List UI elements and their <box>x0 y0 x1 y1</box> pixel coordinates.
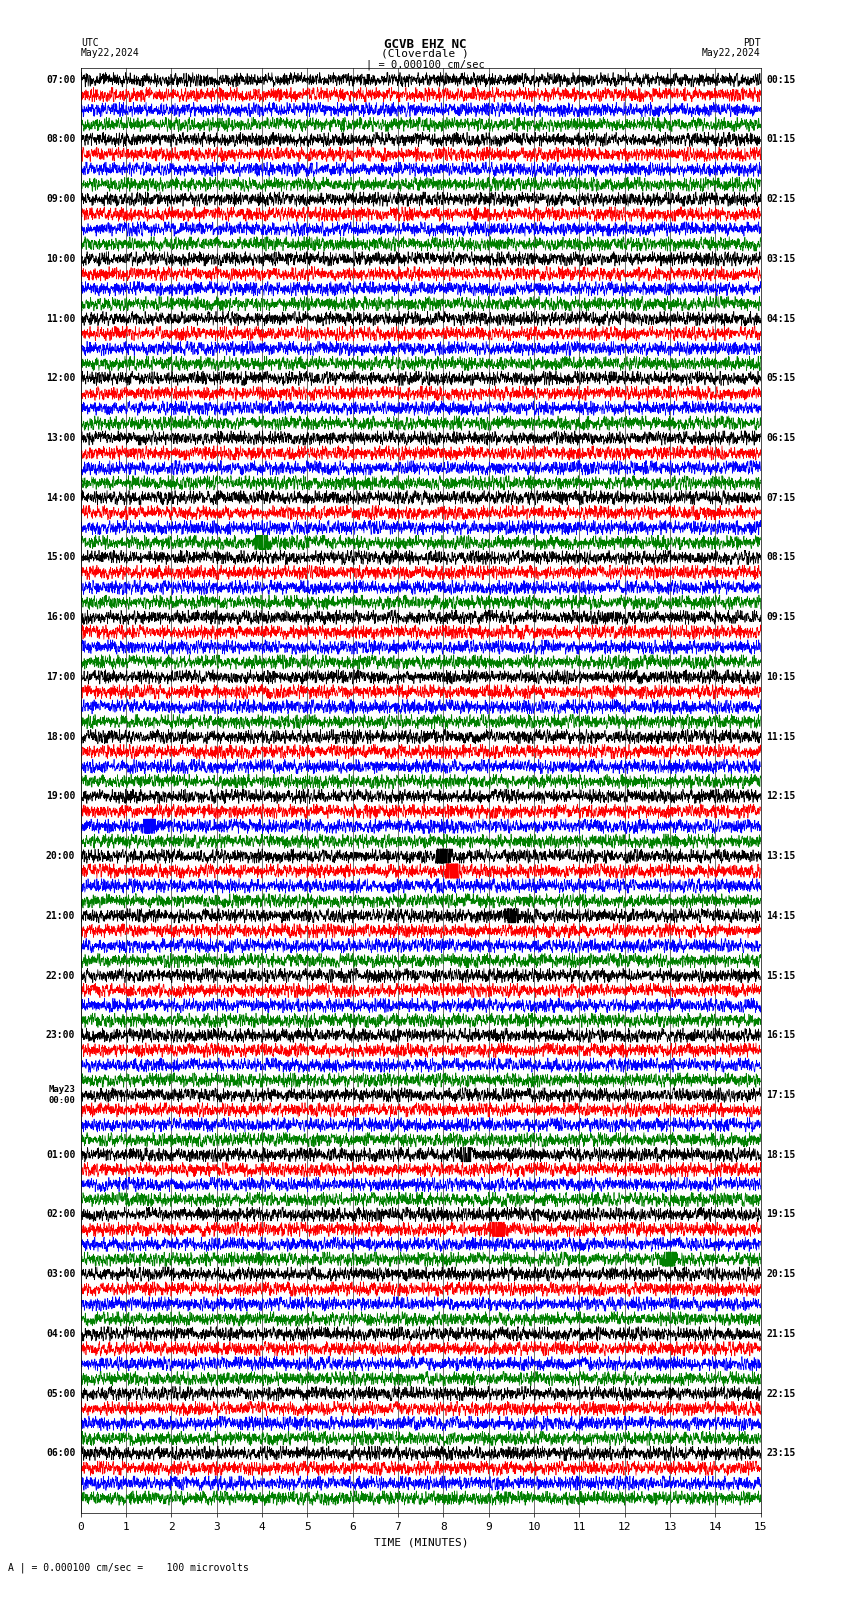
Text: (Cloverdale ): (Cloverdale ) <box>381 48 469 58</box>
Text: 14:00: 14:00 <box>46 492 76 503</box>
Text: 13:00: 13:00 <box>46 432 76 444</box>
Text: 12:15: 12:15 <box>766 792 796 802</box>
Text: 19:00: 19:00 <box>46 792 76 802</box>
Text: May22,2024: May22,2024 <box>702 47 761 58</box>
Text: 15:15: 15:15 <box>766 971 796 981</box>
Text: 08:00: 08:00 <box>46 134 76 145</box>
Text: 09:00: 09:00 <box>46 194 76 205</box>
Text: 04:15: 04:15 <box>766 313 796 324</box>
X-axis label: TIME (MINUTES): TIME (MINUTES) <box>373 1537 468 1547</box>
Text: 01:15: 01:15 <box>766 134 796 145</box>
Text: 22:00: 22:00 <box>46 971 76 981</box>
Text: 23:15: 23:15 <box>766 1448 796 1458</box>
Text: May23
00:00: May23 00:00 <box>48 1086 76 1105</box>
Text: 16:00: 16:00 <box>46 613 76 623</box>
Text: 05:15: 05:15 <box>766 373 796 384</box>
Text: 15:00: 15:00 <box>46 553 76 563</box>
Text: 16:15: 16:15 <box>766 1031 796 1040</box>
Text: 09:15: 09:15 <box>766 613 796 623</box>
Text: 07:15: 07:15 <box>766 492 796 503</box>
Text: 18:00: 18:00 <box>46 732 76 742</box>
Text: 11:00: 11:00 <box>46 313 76 324</box>
Text: 23:00: 23:00 <box>46 1031 76 1040</box>
Text: 00:15: 00:15 <box>766 74 796 85</box>
Text: 06:15: 06:15 <box>766 432 796 444</box>
Text: May22,2024: May22,2024 <box>81 47 139 58</box>
Text: A | = 0.000100 cm/sec =    100 microvolts: A | = 0.000100 cm/sec = 100 microvolts <box>8 1561 249 1573</box>
Text: 05:00: 05:00 <box>46 1389 76 1398</box>
Text: | = 0.000100 cm/sec: | = 0.000100 cm/sec <box>366 60 484 71</box>
Text: 20:15: 20:15 <box>766 1269 796 1279</box>
Text: 04:00: 04:00 <box>46 1329 76 1339</box>
Text: UTC: UTC <box>81 37 99 48</box>
Text: 02:15: 02:15 <box>766 194 796 205</box>
Text: GCVB EHZ NC: GCVB EHZ NC <box>383 37 467 52</box>
Text: 17:15: 17:15 <box>766 1090 796 1100</box>
Text: 17:00: 17:00 <box>46 673 76 682</box>
Text: 08:15: 08:15 <box>766 553 796 563</box>
Text: PDT: PDT <box>743 37 761 48</box>
Text: 02:00: 02:00 <box>46 1210 76 1219</box>
Text: 11:15: 11:15 <box>766 732 796 742</box>
Text: 03:15: 03:15 <box>766 253 796 265</box>
Text: 13:15: 13:15 <box>766 852 796 861</box>
Text: 20:00: 20:00 <box>46 852 76 861</box>
Text: 19:15: 19:15 <box>766 1210 796 1219</box>
Text: 21:15: 21:15 <box>766 1329 796 1339</box>
Text: 21:00: 21:00 <box>46 911 76 921</box>
Text: 12:00: 12:00 <box>46 373 76 384</box>
Text: 07:00: 07:00 <box>46 74 76 85</box>
Text: 22:15: 22:15 <box>766 1389 796 1398</box>
Text: 18:15: 18:15 <box>766 1150 796 1160</box>
Text: 01:00: 01:00 <box>46 1150 76 1160</box>
Text: 14:15: 14:15 <box>766 911 796 921</box>
Text: 06:00: 06:00 <box>46 1448 76 1458</box>
Text: 10:15: 10:15 <box>766 673 796 682</box>
Text: 03:00: 03:00 <box>46 1269 76 1279</box>
Text: 10:00: 10:00 <box>46 253 76 265</box>
